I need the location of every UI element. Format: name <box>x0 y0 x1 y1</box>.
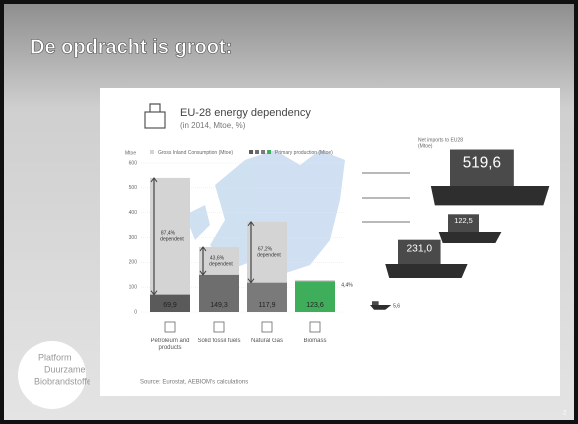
legend-swatch <box>249 150 254 154</box>
legend-label: Gross Inland Consumption (Mtoe) <box>158 150 233 156</box>
y-tick-label: 100 <box>129 284 138 290</box>
ship-hull <box>430 186 550 206</box>
value-label: 69,9 <box>163 302 177 309</box>
import-label: 5,6 <box>393 303 400 309</box>
bar <box>295 281 335 312</box>
y-tick-label: 600 <box>129 160 138 166</box>
bar <box>247 282 287 312</box>
y-axis-label: Mtoe <box>125 150 136 156</box>
dependency-label: 43,6% <box>210 255 225 261</box>
import-box <box>372 301 379 305</box>
logo-text: Biobrandstoffen <box>34 376 97 386</box>
source: Source: Eurostat, AEBIOM's calculations <box>140 380 248 386</box>
slide-title: De opdracht is groot: <box>30 36 232 58</box>
bar <box>150 294 190 312</box>
net-imports-label: Net imports to EU28 <box>418 137 463 143</box>
import-label: 231,0 <box>407 244 433 255</box>
import-label: 122,5 <box>454 216 473 225</box>
import-box <box>448 214 479 232</box>
logo: Platform Duurzame Biobrandstoffen <box>18 341 97 409</box>
icon <box>144 111 166 129</box>
value-label: 117,9 <box>259 302 276 309</box>
x-tick-label: Solid fossil fuels <box>197 338 241 344</box>
logo-circle <box>18 341 86 409</box>
title-icon <box>144 103 166 129</box>
arrow-head <box>199 246 207 276</box>
y-tick-label: 500 <box>129 185 138 191</box>
logo-dot <box>31 395 41 405</box>
y-tick-label: 300 <box>129 235 138 241</box>
legend-swatch <box>150 150 154 154</box>
dependency-label: 4,4% <box>341 282 353 288</box>
x-tick-label: Petroleum and products <box>150 338 190 351</box>
legend-label: Primary production (Mtoe) <box>275 150 333 156</box>
import-box <box>450 149 514 186</box>
value-label: 149,3 <box>210 302 228 309</box>
y-tick-label: 200 <box>129 260 138 266</box>
arrow-head <box>150 177 158 296</box>
slide-number: 2 <box>563 411 567 417</box>
import-box <box>398 239 441 264</box>
category-label-box: Biomass <box>303 338 327 344</box>
legend-swatch <box>255 150 260 154</box>
category-label-box: Natural Gas <box>250 338 283 344</box>
legend-swatch <box>261 150 266 154</box>
arrows <box>362 172 410 223</box>
dependency-label: 87,4% <box>161 231 176 237</box>
dependency-word: dependent <box>160 237 184 243</box>
category-label-box: Solid fossil fuels <box>197 338 241 344</box>
legend-swatch <box>267 150 272 154</box>
logo-text: Platform <box>38 352 72 362</box>
x-tick-label: Natural Gas <box>250 338 283 344</box>
value-label: 123,6 <box>306 302 324 309</box>
icon <box>149 103 161 112</box>
category-icon <box>309 321 321 333</box>
category-icon <box>261 321 273 333</box>
category-label-box: Petroleum and products <box>150 338 190 351</box>
bar <box>150 177 190 312</box>
ship-hull <box>438 232 502 243</box>
logo-text: Duurzame <box>44 364 86 374</box>
ship-hull <box>385 264 468 278</box>
bar <box>199 274 239 312</box>
ship-hull <box>370 305 392 310</box>
dependency-word: dependent <box>209 261 233 267</box>
y-tick-label: 0 <box>134 309 137 315</box>
category-icon <box>164 321 176 333</box>
dependency-word: dependent <box>257 253 281 259</box>
x-tick-label: Biomass <box>303 338 327 344</box>
y-tick-label: 400 <box>129 210 138 216</box>
arrow-head <box>247 221 255 284</box>
chart-title: EU-28 energy dependency <box>180 107 311 119</box>
dependency-label: 67,2% <box>258 247 273 253</box>
net-imports-label: (Mtoe) <box>418 143 433 149</box>
chart-subtitle: (in 2014, Mtoe, %) <box>180 121 246 130</box>
import-label: 519,6 <box>463 154 501 171</box>
category-icon <box>213 321 225 333</box>
